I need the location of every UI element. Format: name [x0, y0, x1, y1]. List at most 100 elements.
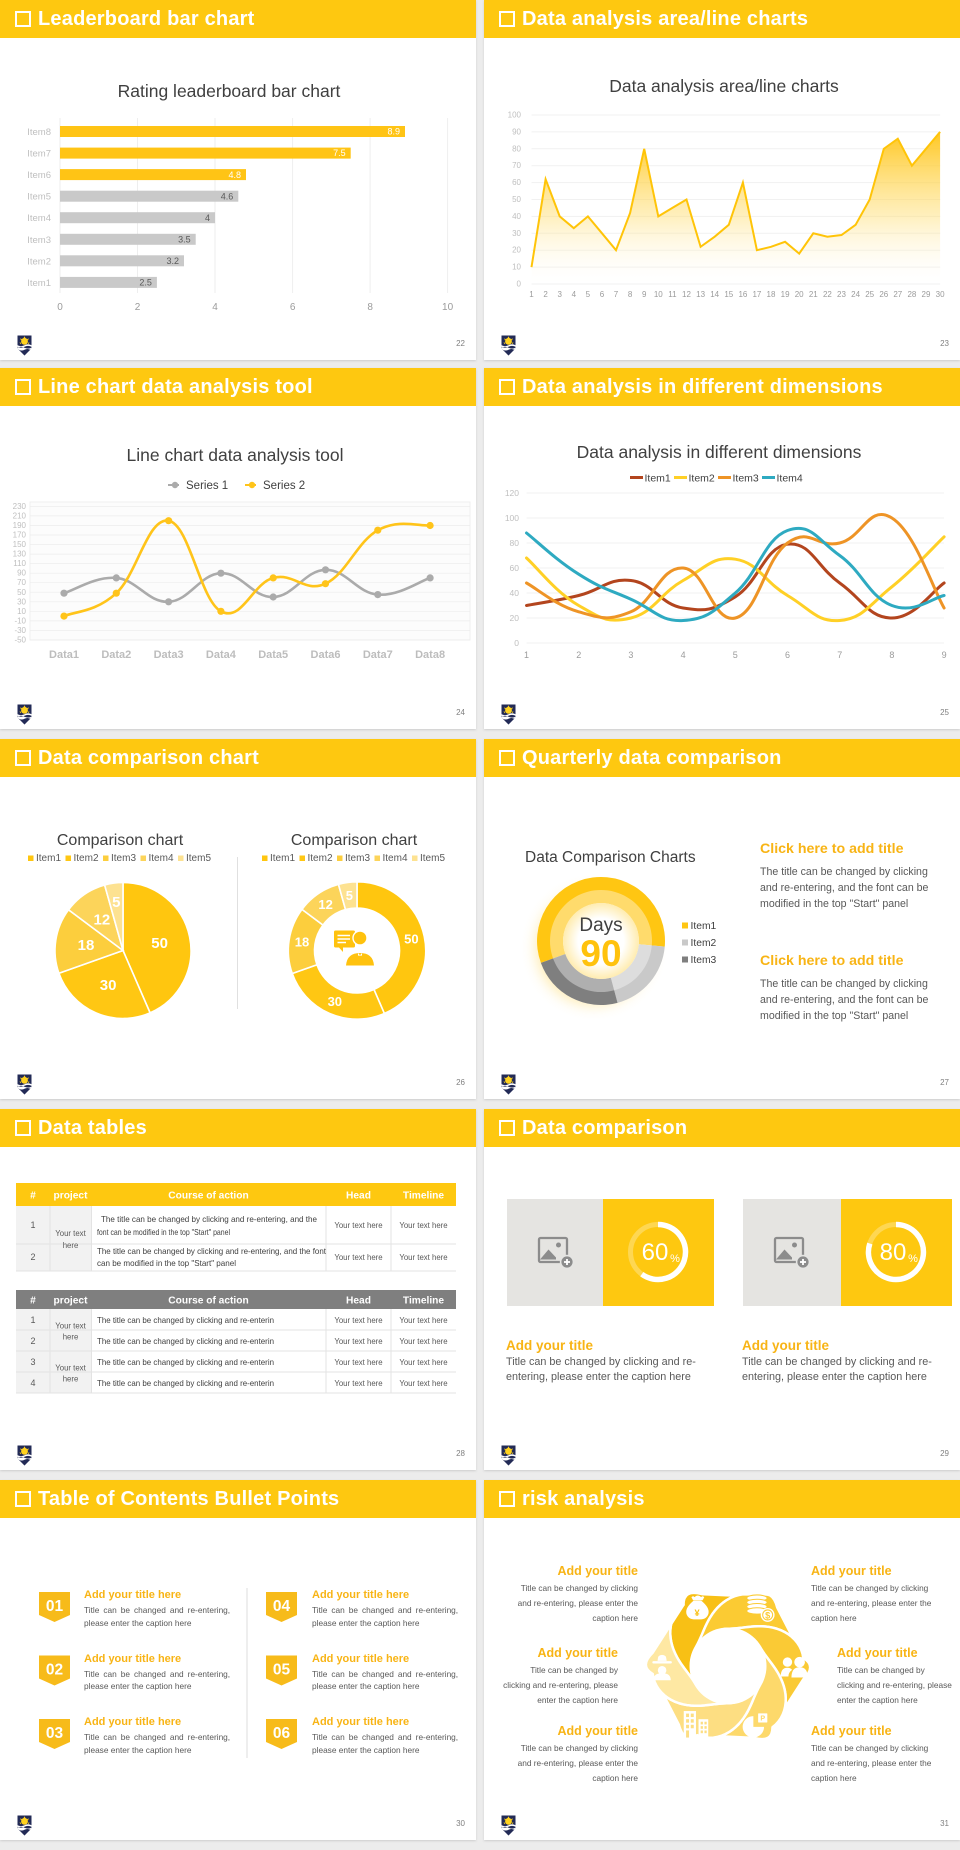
- svg-text:Your text here: Your text here: [399, 1221, 447, 1230]
- svg-text:50: 50: [17, 588, 26, 597]
- svg-text:1: 1: [30, 1220, 35, 1230]
- svg-text:Rating leaderboard bar chart: Rating leaderboard bar chart: [118, 81, 341, 101]
- svg-text:40: 40: [510, 588, 520, 598]
- svg-text:28: 28: [907, 290, 916, 299]
- svg-text:2.5: 2.5: [139, 278, 152, 288]
- svg-text:19: 19: [781, 290, 790, 299]
- svg-text:Series 1: Series 1: [186, 480, 228, 492]
- svg-text:2: 2: [576, 650, 581, 660]
- svg-text:06: 06: [273, 1725, 291, 1742]
- svg-text:5: 5: [586, 290, 591, 299]
- svg-text:Item1: Item1: [36, 853, 61, 864]
- svg-text:Days: Days: [579, 915, 622, 936]
- svg-text:30: 30: [936, 290, 945, 299]
- svg-text:The title can be changed by cl: The title can be changed by clicking and…: [97, 1336, 274, 1346]
- svg-text:here: here: [63, 1333, 79, 1342]
- svg-text:3.2: 3.2: [166, 256, 179, 266]
- svg-text:-10: -10: [14, 616, 26, 625]
- svg-text:#: #: [30, 1191, 36, 1202]
- svg-text:30: 30: [100, 977, 117, 994]
- svg-text:60: 60: [510, 563, 520, 573]
- svg-text:7: 7: [614, 290, 619, 299]
- svg-text:8: 8: [889, 650, 894, 660]
- svg-text:15: 15: [724, 290, 733, 299]
- svg-text:30: 30: [17, 597, 26, 606]
- svg-text:4: 4: [205, 213, 210, 223]
- svg-text:Item3: Item3: [691, 955, 717, 966]
- svg-text:150: 150: [13, 540, 27, 549]
- svg-text:Item6: Item6: [27, 170, 51, 181]
- svg-text:Data8: Data8: [415, 649, 445, 661]
- svg-text:120: 120: [505, 488, 519, 498]
- svg-text:01: 01: [46, 1598, 64, 1615]
- svg-text:Data4: Data4: [206, 649, 237, 661]
- svg-text:#: #: [30, 1296, 36, 1307]
- svg-text:Item1: Item1: [645, 473, 671, 485]
- svg-text:0: 0: [517, 280, 522, 289]
- svg-text:Your text: Your text: [55, 1322, 86, 1331]
- svg-text:Item5: Item5: [186, 853, 211, 864]
- svg-text:Data analysis area/line charts: Data analysis area/line charts: [609, 76, 839, 96]
- svg-text:Timeline: Timeline: [403, 1296, 444, 1307]
- svg-text:100: 100: [505, 513, 519, 523]
- svg-text:project: project: [54, 1191, 89, 1202]
- svg-text:Item4: Item4: [149, 853, 174, 864]
- svg-text:-30: -30: [14, 626, 26, 635]
- svg-text:Your text here: Your text here: [334, 1358, 382, 1367]
- svg-text:8.9: 8.9: [387, 127, 400, 137]
- svg-text:Item1: Item1: [270, 853, 295, 864]
- svg-text:7: 7: [837, 650, 842, 660]
- svg-text:5: 5: [733, 650, 738, 660]
- svg-text:font can be modified in the to: font can be modified in the top "Start" …: [97, 1227, 230, 1237]
- svg-text:50: 50: [512, 195, 521, 204]
- svg-text:2: 2: [30, 1336, 35, 1346]
- svg-text:8: 8: [367, 302, 373, 313]
- svg-text:80: 80: [510, 538, 520, 548]
- svg-text:05: 05: [273, 1662, 291, 1679]
- svg-text:can be modified in the top "St: can be modified in the top "Start" panel: [97, 1258, 236, 1268]
- svg-text:100: 100: [508, 111, 522, 120]
- svg-text:6: 6: [785, 650, 790, 660]
- svg-text:3: 3: [557, 290, 562, 299]
- svg-text:Item3: Item3: [345, 853, 370, 864]
- svg-text:here: here: [63, 1241, 79, 1250]
- svg-text:70: 70: [17, 578, 26, 587]
- svg-text:5: 5: [112, 894, 120, 911]
- svg-text:3: 3: [30, 1357, 35, 1367]
- svg-text:5: 5: [346, 888, 353, 903]
- svg-text:230: 230: [13, 502, 27, 511]
- svg-text:170: 170: [13, 531, 27, 540]
- svg-text:12: 12: [94, 912, 111, 929]
- svg-text:20: 20: [795, 290, 804, 299]
- svg-text:Head: Head: [346, 1191, 371, 1202]
- svg-text:26: 26: [879, 290, 888, 299]
- svg-text:Your text: Your text: [55, 1229, 86, 1238]
- svg-text:10: 10: [17, 607, 26, 616]
- svg-text:16: 16: [738, 290, 747, 299]
- svg-text:here: here: [63, 1375, 79, 1384]
- svg-text:%: %: [670, 1253, 680, 1265]
- svg-text:4: 4: [30, 1378, 35, 1388]
- svg-text:7.5: 7.5: [333, 148, 346, 158]
- svg-text:Course of action: Course of action: [168, 1296, 248, 1307]
- svg-text:The title can be changed by cl: The title can be changed by clicking and…: [97, 1246, 327, 1256]
- svg-text:Series 2: Series 2: [263, 480, 305, 492]
- svg-text:6: 6: [290, 302, 296, 313]
- svg-text:Comparison chart: Comparison chart: [57, 832, 184, 849]
- svg-text:02: 02: [46, 1662, 63, 1679]
- svg-text:8: 8: [628, 290, 633, 299]
- svg-text:90: 90: [580, 933, 621, 974]
- svg-text:1: 1: [524, 650, 529, 660]
- svg-text:project: project: [54, 1296, 89, 1307]
- svg-text:2: 2: [135, 302, 141, 313]
- svg-text:Item2: Item2: [74, 853, 99, 864]
- svg-text:The title can be changed by cl: The title can be changed by clicking and…: [101, 1214, 317, 1224]
- svg-text:$: $: [765, 1611, 770, 1621]
- svg-text:9: 9: [642, 290, 647, 299]
- svg-text:Line chart data analysis tool: Line chart data analysis tool: [127, 445, 344, 465]
- svg-text:13: 13: [696, 290, 705, 299]
- svg-text:Your text here: Your text here: [399, 1379, 447, 1388]
- svg-text:Item5: Item5: [420, 853, 445, 864]
- svg-text:40: 40: [512, 212, 521, 221]
- svg-text:27: 27: [893, 290, 902, 299]
